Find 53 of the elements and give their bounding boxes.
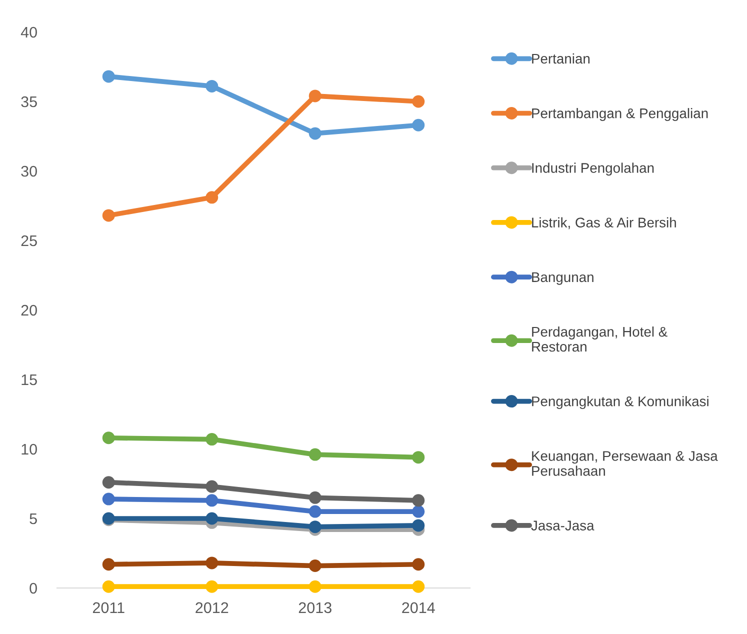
- point: [412, 505, 425, 518]
- point: [206, 512, 218, 525]
- y-tick-label: 20: [21, 304, 37, 316]
- point: [308, 127, 322, 140]
- point: [308, 491, 322, 504]
- point: [412, 519, 425, 532]
- point: [206, 80, 218, 92]
- y-tick-label: 10: [22, 444, 37, 455]
- x-tick-label: 2014: [402, 602, 435, 614]
- legend-label: Industri Pengolahan: [532, 162, 654, 176]
- point: [206, 494, 218, 507]
- point: [308, 580, 322, 593]
- legend-label: Jasa-Jasa: [531, 520, 594, 530]
- point: [412, 118, 425, 132]
- point: [412, 558, 425, 571]
- point: [412, 95, 425, 108]
- point: [206, 556, 218, 570]
- point: [102, 209, 115, 222]
- y-tick-label: 15: [22, 374, 37, 386]
- x-tick-label: 2012: [196, 602, 228, 614]
- legend-label: Bangunan: [532, 272, 594, 285]
- x-tick-label: 2013: [298, 602, 332, 614]
- point: [206, 191, 218, 204]
- point: [102, 580, 115, 593]
- point: [412, 580, 425, 593]
- y-tick-label: 0: [30, 582, 37, 594]
- legend-label: Pertanian: [532, 53, 590, 64]
- y-tick-label: 25: [21, 235, 37, 246]
- point: [102, 492, 115, 506]
- legend-label: Perdagangan, Hotel & Restoran: [532, 326, 668, 352]
- point: [206, 433, 218, 446]
- point: [102, 558, 115, 571]
- point: [412, 451, 425, 464]
- point: [412, 494, 425, 507]
- y-tick-label: 40: [20, 26, 37, 38]
- point: [102, 70, 115, 83]
- x-tick-label: 2011: [92, 602, 124, 614]
- legend-label: Keuangan, Persewaan & Jasa Perusahaan: [532, 451, 718, 476]
- point: [102, 432, 115, 444]
- point: [308, 520, 322, 534]
- y-tick-label: 5: [30, 514, 37, 524]
- legend-label: Listrik, Gas & Air Bersih: [532, 217, 676, 230]
- point: [308, 90, 322, 102]
- point: [308, 560, 322, 572]
- y-tick-label: 35: [21, 96, 37, 108]
- point: [206, 480, 218, 493]
- point: [308, 505, 322, 518]
- legend-label: Pertambangan & Penggalian: [532, 108, 708, 121]
- legend-label: Pengangkutan & Komunikasi: [532, 396, 708, 410]
- point: [308, 448, 322, 461]
- y-tick-label: 30: [21, 166, 37, 177]
- point: [206, 580, 218, 593]
- point: [102, 476, 115, 489]
